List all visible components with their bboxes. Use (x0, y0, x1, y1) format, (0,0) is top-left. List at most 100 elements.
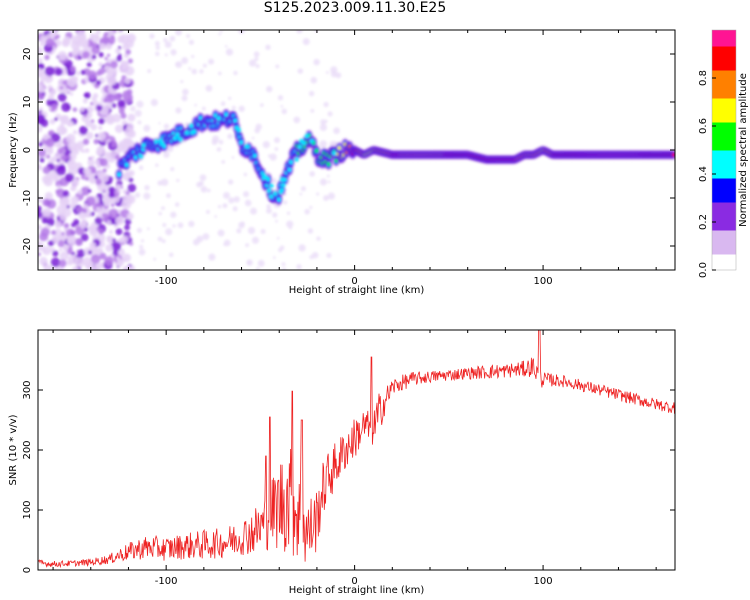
colorbar-segment (712, 210, 736, 215)
spectral-energy (38, 30, 675, 270)
noise-speckle (247, 226, 256, 235)
noise-speckle (57, 147, 64, 155)
noise-speckle (49, 88, 57, 96)
noise-speckle (54, 117, 58, 121)
noise-speckle (95, 178, 102, 185)
noise-speckle (180, 80, 184, 84)
colorbar-segment (712, 246, 736, 251)
noise-speckle (80, 233, 89, 242)
noise-speckle (286, 220, 294, 228)
noise-speckle (54, 228, 62, 237)
noise-speckle (106, 75, 117, 86)
noise-speckle (62, 36, 71, 45)
noise-speckle (45, 138, 55, 148)
noise-speckle (327, 180, 331, 184)
ridge-mid (233, 118, 237, 123)
noise-speckle (273, 137, 281, 144)
noise-speckle (219, 30, 223, 33)
ridge-mid (287, 167, 292, 172)
noise-speckle (299, 192, 303, 196)
noise-speckle (42, 246, 52, 256)
noise-speckle (41, 92, 45, 96)
noise-speckle (49, 118, 56, 125)
noise-speckle (165, 228, 173, 236)
noise-speckle (115, 184, 122, 190)
noise-speckle (206, 210, 210, 214)
snr-line (38, 330, 675, 569)
noise-speckle (253, 51, 260, 58)
noise-speckle (63, 222, 70, 229)
noise-speckle (281, 108, 288, 115)
noise-speckle (93, 138, 99, 145)
noise-speckle (87, 189, 92, 193)
noise-speckle (196, 181, 202, 188)
snr-xtick-label: 0 (351, 576, 357, 587)
noise-speckle (70, 146, 78, 153)
noise-speckle (279, 245, 285, 251)
noise-speckle (84, 148, 90, 153)
noise-speckle (42, 198, 51, 207)
noise-speckle (85, 176, 89, 181)
noise-speckle (38, 165, 43, 171)
noise-speckle (296, 264, 302, 270)
noise-speckle (87, 70, 97, 80)
noise-speckle (80, 69, 86, 75)
noise-speckle (116, 55, 123, 62)
noise-speckle (129, 241, 134, 246)
noise-speckle (59, 251, 69, 261)
noise-speckle (110, 203, 115, 207)
noise-speckle (98, 62, 103, 67)
noise-speckle (66, 133, 76, 144)
noise-speckle (316, 236, 321, 241)
colorbar-tick-label: 0.8 (698, 70, 709, 86)
noise-speckle (126, 88, 133, 95)
colorbar-segment (712, 30, 736, 35)
noise-speckle (188, 67, 192, 70)
noise-speckle (115, 216, 125, 226)
noise-speckle (127, 58, 133, 64)
noise-speckle (98, 42, 106, 51)
noise-speckle (192, 238, 200, 246)
colorbar-segment (712, 162, 736, 167)
noise-speckle (122, 194, 132, 205)
noise-speckle (118, 237, 124, 244)
noise-speckle (124, 218, 132, 225)
noise-speckle (90, 101, 94, 106)
noise-speckle (105, 113, 115, 123)
noise-speckle (89, 241, 96, 249)
colorbar-segment (712, 226, 736, 231)
noise-speckle (297, 68, 304, 74)
noise-speckle (311, 251, 319, 259)
noise-speckle (83, 227, 89, 232)
noise-speckle (275, 219, 278, 223)
noise-speckle (309, 171, 315, 177)
noise-speckle (90, 123, 97, 131)
noise-speckle (202, 63, 207, 68)
ridge-mid (327, 162, 331, 167)
ridge-node (269, 183, 274, 188)
noise-speckle (98, 125, 103, 130)
noise-speckle (38, 148, 46, 157)
noise-speckle (248, 59, 257, 67)
noise-speckle (38, 98, 42, 103)
noise-speckle (40, 227, 50, 237)
noise-speckle (46, 225, 51, 230)
colorbar-segment (712, 250, 736, 255)
noise-speckle (83, 113, 87, 118)
noise-speckle (111, 241, 122, 252)
noise-speckle (286, 211, 291, 215)
noise-speckle (276, 236, 280, 240)
colorbar-segment (712, 158, 736, 163)
noise-speckle (108, 191, 115, 199)
spectrogram-xlabel: Height of straight line (km) (289, 285, 425, 296)
noise-speckle (177, 222, 184, 229)
noise-speckle (60, 127, 68, 135)
noise-speckle (246, 260, 251, 265)
colorbar-segment (712, 170, 736, 175)
ridge-node (264, 175, 269, 181)
noise-speckle (120, 112, 127, 119)
noise-speckle (166, 145, 174, 153)
noise-speckle (214, 215, 217, 218)
noise-speckle (323, 195, 329, 201)
noise-speckle (59, 213, 68, 221)
